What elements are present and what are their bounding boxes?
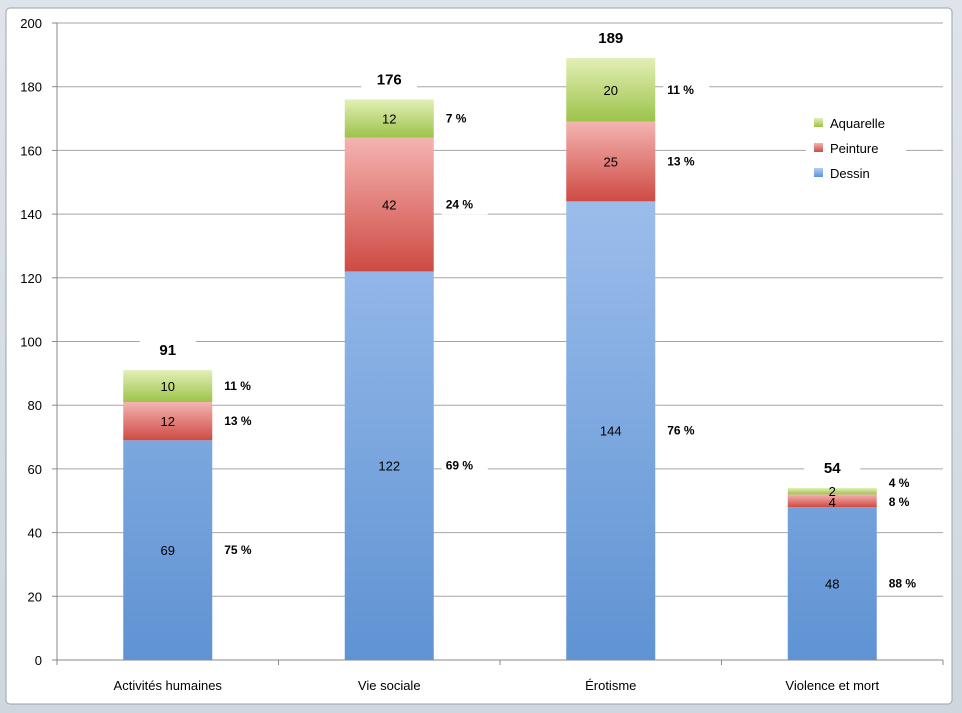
percent-label: 11 % [224, 379, 251, 393]
segment-value-label: 69 [161, 543, 175, 558]
total-label: 54 [824, 460, 841, 477]
segment-value-label: 12 [382, 112, 396, 127]
y-tick-label: 200 [20, 16, 42, 31]
bar-segment-aquarelle [344, 99, 434, 138]
legend-label: Dessin [830, 166, 870, 181]
segment-value-label: 42 [382, 198, 396, 213]
bar-stack [566, 58, 656, 661]
percent-label-box [663, 420, 710, 441]
y-tick-label: 120 [20, 271, 42, 286]
bar-stack [123, 370, 213, 660]
y-tick-label: 0 [35, 653, 42, 668]
percent-label: 76 % [667, 424, 695, 438]
legend-swatch-peinture [814, 143, 823, 152]
y-tick-label: 40 [28, 526, 42, 541]
percent-label: 4 % [889, 476, 910, 490]
segment-value-label: 20 [604, 83, 618, 98]
total-label-box [139, 339, 196, 360]
bar-segment-dessin [344, 271, 434, 660]
percent-label-box [441, 455, 488, 476]
bar-segment-aquarelle [787, 488, 877, 495]
percent-label-box [220, 411, 267, 432]
percent-label: 11 % [667, 83, 694, 97]
total-label-box [582, 27, 639, 48]
legend-swatch-aquarelle [814, 118, 823, 127]
x-category-label: Érotisme [585, 678, 636, 693]
bar-segment-dessin [787, 507, 877, 660]
y-tick-label: 180 [20, 80, 42, 95]
bar-segment-aquarelle [566, 58, 656, 122]
y-tick-label: 100 [20, 335, 42, 350]
bar-segment-aquarelle [123, 370, 213, 403]
segment-value-label: 12 [161, 414, 175, 429]
bar-segment-dessin [123, 440, 213, 660]
y-tick-label: 160 [20, 143, 42, 158]
y-tick-label: 140 [20, 207, 42, 222]
percent-label-box [220, 540, 267, 561]
percent-label: 75 % [224, 543, 252, 557]
bar-segment-peinture [566, 121, 656, 202]
percent-label-box [884, 492, 931, 513]
y-tick-label: 20 [28, 589, 42, 604]
total-label-box [361, 68, 418, 89]
bar-segment-peinture [344, 137, 434, 272]
chart-area [5, 7, 953, 705]
percent-label-box [663, 79, 710, 100]
bar-stack [787, 488, 877, 660]
percent-label-box [884, 473, 931, 494]
bar-stack [344, 99, 434, 660]
percent-label-box [441, 108, 488, 129]
percent-label: 8 % [889, 495, 910, 509]
segment-value-label: 122 [378, 459, 400, 474]
percent-label: 13 % [224, 414, 252, 428]
percent-label-box [441, 194, 488, 215]
percent-label-box [884, 573, 931, 594]
segment-value-label: 10 [161, 379, 175, 394]
percent-label-box [663, 151, 710, 172]
bar-segment-peinture [787, 494, 877, 508]
bar-segment-peinture [123, 402, 213, 441]
y-tick-label: 60 [28, 462, 42, 477]
x-category-label: Vie sociale [358, 678, 421, 693]
legend-label: Aquarelle [830, 116, 885, 131]
segment-value-label: 48 [825, 577, 839, 592]
legend-label: Peinture [830, 141, 878, 156]
total-label: 91 [159, 342, 176, 359]
percent-label: 7 % [446, 112, 467, 126]
percent-label: 24 % [446, 198, 474, 212]
percent-label: 13 % [667, 155, 695, 169]
percent-label: 69 % [446, 459, 474, 473]
x-category-label: Violence et mort [785, 678, 879, 693]
legend-swatch-dessin [814, 168, 823, 177]
percent-label-box [220, 376, 267, 397]
segment-value-label: 25 [604, 155, 618, 170]
y-tick-label: 80 [28, 398, 42, 413]
percent-label: 88 % [889, 577, 917, 591]
segment-value-label: 144 [600, 424, 622, 439]
total-label: 176 [377, 71, 402, 88]
legend: Aquarelle Peinture Dessin [806, 106, 906, 184]
x-category-label: Activités humaines [114, 678, 223, 693]
total-label-box [804, 457, 861, 478]
bar-segment-dessin [566, 201, 656, 661]
segment-value-label: 4 [829, 495, 836, 510]
total-label: 189 [598, 30, 623, 47]
segment-value-label: 2 [829, 484, 836, 499]
